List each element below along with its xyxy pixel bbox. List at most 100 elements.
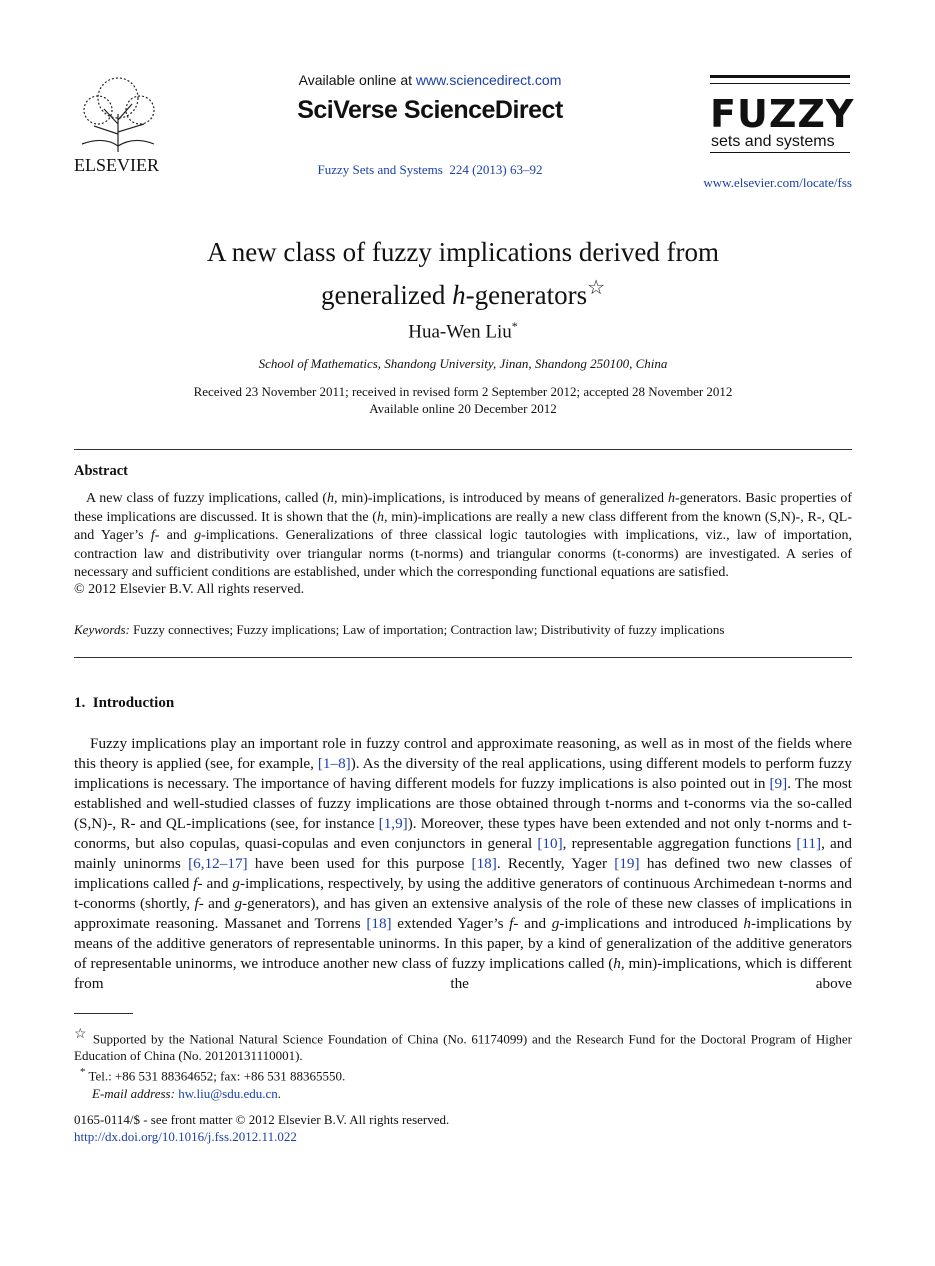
sciencedirect-url[interactable]: www.sciencedirect.com — [415, 72, 562, 88]
italic-run: f — [509, 915, 514, 932]
link[interactable]: [1,9] — [378, 815, 408, 832]
title-line: A new class of fuzzy implications derive… — [206, 237, 720, 267]
text-run: has defined two new classes of implicati… — [74, 855, 852, 892]
received: Received 23 November 2011; received in r… — [193, 384, 733, 399]
journal-reference: Fuzzy Sets and Systems 224 (2013) 63–92 — [230, 162, 630, 178]
fuzzy-logo: FUZZY — [710, 92, 855, 136]
logo-rule — [710, 75, 850, 78]
link[interactable]: [6,12–17] — [188, 855, 248, 872]
text-run: . — [277, 1085, 282, 1101]
footnote: E-mail address: hw.liu@sdu.edu.cn. — [74, 1085, 852, 1102]
footnote-mark: ☆ — [74, 1027, 89, 1042]
journal-volume: 224 (2013) 63–92 — [449, 162, 543, 177]
publisher-name: ELSEVIER — [74, 155, 159, 175]
abstract-text: A new class of fuzzy implications, calle… — [74, 490, 852, 583]
footnote-rule — [74, 1013, 133, 1014]
text-run: -generators. Basic properties of these i… — [74, 491, 852, 525]
text-run: , representable aggregation functions — [562, 835, 797, 852]
available-online-date: Available online 20 December 2012 — [369, 401, 557, 416]
text-run: extended Yager’s — [391, 915, 510, 932]
available-online: Available online at www.sciencedirect.co… — [230, 72, 630, 88]
title-line: generalized h-generators☆ — [74, 270, 852, 313]
elsevier-logo — [74, 74, 162, 154]
link[interactable]: [1–8] — [317, 755, 351, 772]
keywords-text: Fuzzy connectives; Fuzzy implications; L… — [133, 622, 725, 637]
text-run: - and — [154, 528, 195, 543]
abstract-heading: Abstract — [74, 463, 128, 479]
author-note: * — [511, 319, 518, 333]
footnotes: ☆ Supported by the National Natural Scie… — [74, 1026, 852, 1102]
text-run: A new class of fuzzy implications, calle… — [86, 491, 327, 506]
italic-run: h — [743, 915, 751, 932]
text-run: generalized — [320, 280, 453, 310]
author: Hua-Wen Liu — [408, 321, 512, 343]
text-run: ). Moreover, these types have been exten… — [74, 815, 852, 852]
text-run: - and — [198, 895, 235, 912]
italic-run: f — [193, 875, 198, 892]
italic-run: E-mail address: — [92, 1085, 179, 1101]
logo-rule — [710, 83, 850, 84]
italic-run: g — [234, 895, 243, 912]
link[interactable]: [18] — [471, 855, 497, 872]
text-run: . Recently, Yager — [496, 855, 615, 872]
italic-run: f — [150, 528, 155, 543]
title: A new class of fuzzy implications derive… — [74, 234, 852, 313]
text-run: -generators), and has given an extensive… — [74, 895, 852, 932]
text-run: - and — [197, 875, 233, 892]
italic-run: h — [613, 955, 621, 972]
text-run: . The most established and well-studied … — [74, 775, 852, 832]
text-run: -generators — [465, 280, 588, 310]
section-heading: 1. Introduction — [74, 695, 175, 711]
footnote-text: Supported by the National Natural Scienc… — [74, 1031, 853, 1064]
doi[interactable]: http://dx.doi.org/10.1016/j.fss.2012.11.… — [74, 1129, 297, 1144]
affiliation: School of Mathematics, Shandong Universi… — [258, 356, 668, 371]
text-run: -implications, respectively, by using th… — [74, 875, 852, 912]
author-line: Hua-Wen Liu* — [74, 319, 852, 343]
text-run: ). As the diversity of the real applicat… — [74, 755, 852, 792]
link[interactable]: [10] — [537, 835, 563, 852]
text-run: , min)-implications, is introduced by me… — [334, 491, 668, 506]
italic-run: h — [376, 509, 384, 525]
text-run: , min)-implications are really a new cla… — [74, 509, 852, 544]
text-run: , min)-implications, which is different … — [74, 955, 852, 992]
italic-run: f — [194, 895, 199, 912]
separator — [74, 657, 852, 658]
text-run: , and mainly uninorms — [74, 835, 852, 872]
link[interactable]: [11] — [796, 835, 822, 852]
text-run: have been used for this purpose — [247, 855, 472, 872]
footnote-text: Tel.: +86 531 88364652; fax: +86 531 883… — [88, 1068, 346, 1084]
italic-run: g — [232, 875, 241, 892]
keywords-label: Keywords: — [74, 622, 130, 637]
text-run: - and — [513, 915, 552, 932]
footnote: * Tel.: +86 531 88364652; fax: +86 531 8… — [74, 1064, 852, 1084]
italic-run: h — [667, 491, 675, 506]
keywords: Keywords: Fuzzy connectives; Fuzzy impli… — [74, 622, 725, 638]
copyright: © 2012 Elsevier B.V. All rights reserved… — [74, 582, 305, 597]
link[interactable]: [18] — [366, 915, 392, 932]
available-prefix: Available online at — [298, 72, 412, 88]
footnote-mark: * — [80, 1066, 86, 1079]
text-run: -implications by means of the additive g… — [74, 915, 852, 972]
italic-run: h — [452, 280, 466, 310]
italic-run: g — [194, 528, 202, 543]
separator — [74, 449, 852, 450]
text-run: -implications. Generalizations of three … — [74, 528, 852, 580]
title-note: ☆ — [587, 277, 606, 299]
link[interactable]: [9] — [769, 775, 788, 792]
footnote: ☆ Supported by the National Natural Scie… — [74, 1026, 852, 1064]
link[interactable]: [19] — [614, 855, 640, 872]
issn: 0165-0114/$ - see front matter © 2012 El… — [74, 1112, 450, 1127]
section-text: Fuzzy implications play an important rol… — [74, 734, 852, 994]
text-run: Fuzzy implications play an important rol… — [74, 735, 852, 772]
fuzzy-logo-sub: sets and systems — [711, 133, 835, 150]
link[interactable]: hw.liu@sdu.edu.cn — [178, 1085, 278, 1101]
brand: SciVerse ScienceDirect — [297, 96, 563, 124]
text-run: -implications and introduced — [559, 915, 744, 932]
logo-rule — [710, 152, 850, 153]
journal-name: Fuzzy Sets and Systems — [317, 162, 443, 177]
journal-url[interactable]: www.elsevier.com/locate/fss — [703, 175, 852, 190]
italic-run: h — [327, 491, 334, 506]
italic-run: g — [551, 915, 560, 932]
